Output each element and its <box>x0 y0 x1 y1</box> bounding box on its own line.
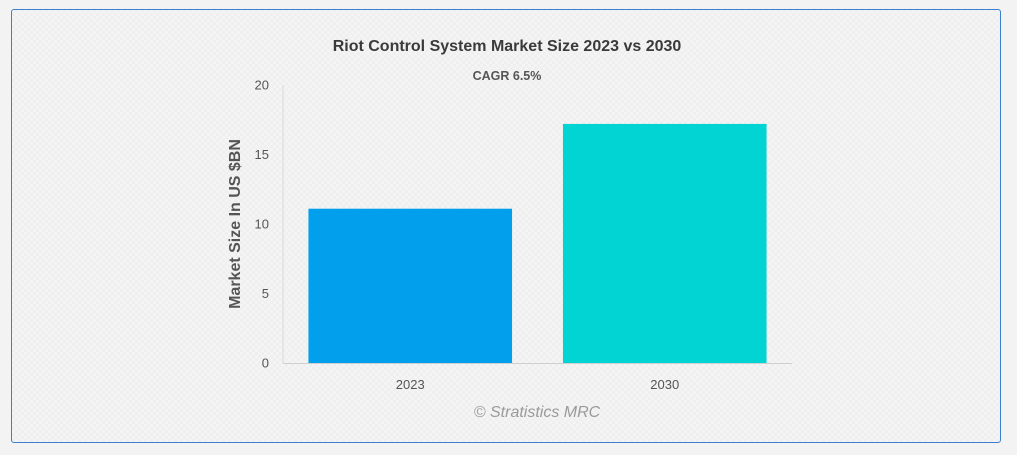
chart-title: Riot Control System Market Size 2023 vs … <box>333 38 682 55</box>
y-tick-label: 0 <box>262 356 269 371</box>
x-tick-label: 2030 <box>650 377 679 392</box>
y-axis-ticks: 0 5 10 15 20 <box>255 78 269 371</box>
bars <box>308 123 767 363</box>
credit-text: © Stratistics MRC <box>474 404 601 421</box>
y-tick-label: 10 <box>255 217 269 232</box>
y-tick-label: 20 <box>255 78 269 93</box>
y-tick-label: 15 <box>255 147 269 162</box>
bar-2030 <box>562 123 767 363</box>
chart-subtitle: CAGR 6.5% <box>473 69 542 83</box>
y-axis-label: Market Size In US $BN <box>227 139 244 309</box>
x-tick-label: 2023 <box>396 377 425 392</box>
bar-2023 <box>308 208 513 363</box>
x-axis-ticks: 2023 2030 <box>396 377 679 392</box>
y-tick-label: 5 <box>262 286 269 301</box>
